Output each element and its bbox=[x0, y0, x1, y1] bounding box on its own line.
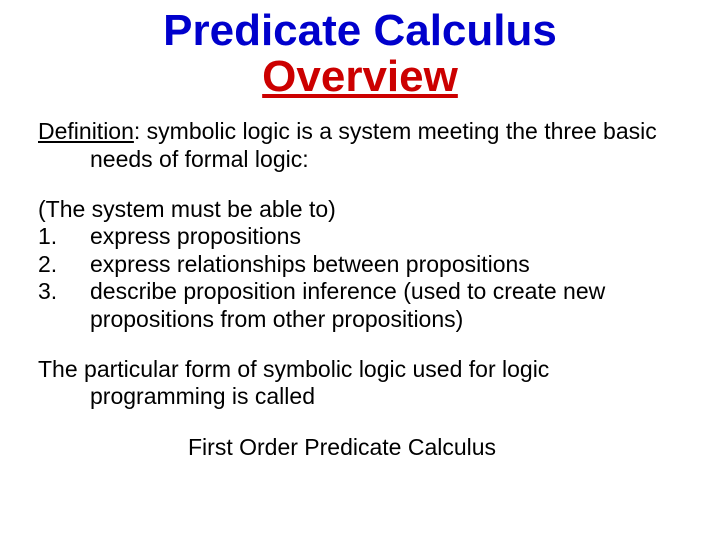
list-item: 1. express propositions bbox=[38, 223, 682, 251]
list-item-text: express relationships between propositio… bbox=[90, 251, 682, 279]
title-line-2: Overview bbox=[38, 54, 682, 100]
slide-title: Predicate Calculus Overview bbox=[38, 8, 682, 100]
list-item: 3. describe proposition inference (used … bbox=[38, 278, 682, 333]
definition-text: : symbolic logic is a system meeting the… bbox=[90, 118, 657, 172]
slide: Predicate Calculus Overview Definition: … bbox=[0, 0, 720, 540]
list-item-number: 1. bbox=[38, 223, 90, 251]
closing-line-2: First Order Predicate Calculus bbox=[38, 434, 682, 462]
title-line-1: Predicate Calculus bbox=[38, 8, 682, 54]
list-item: 2. express relationships between proposi… bbox=[38, 251, 682, 279]
closing-line-1: The particular form of symbolic logic us… bbox=[38, 356, 682, 411]
list-item-number: 2. bbox=[38, 251, 90, 279]
list-item-text: describe proposition inference (used to … bbox=[90, 278, 682, 333]
slide-body: Definition: symbolic logic is a system m… bbox=[38, 118, 682, 461]
list-item-number: 3. bbox=[38, 278, 90, 333]
definition-label: Definition bbox=[38, 118, 134, 144]
list-item-text: express propositions bbox=[90, 223, 682, 251]
definition-paragraph: Definition: symbolic logic is a system m… bbox=[38, 118, 682, 173]
requirements-list: (The system must be able to) 1. express … bbox=[38, 196, 682, 334]
list-intro: (The system must be able to) bbox=[38, 196, 682, 224]
